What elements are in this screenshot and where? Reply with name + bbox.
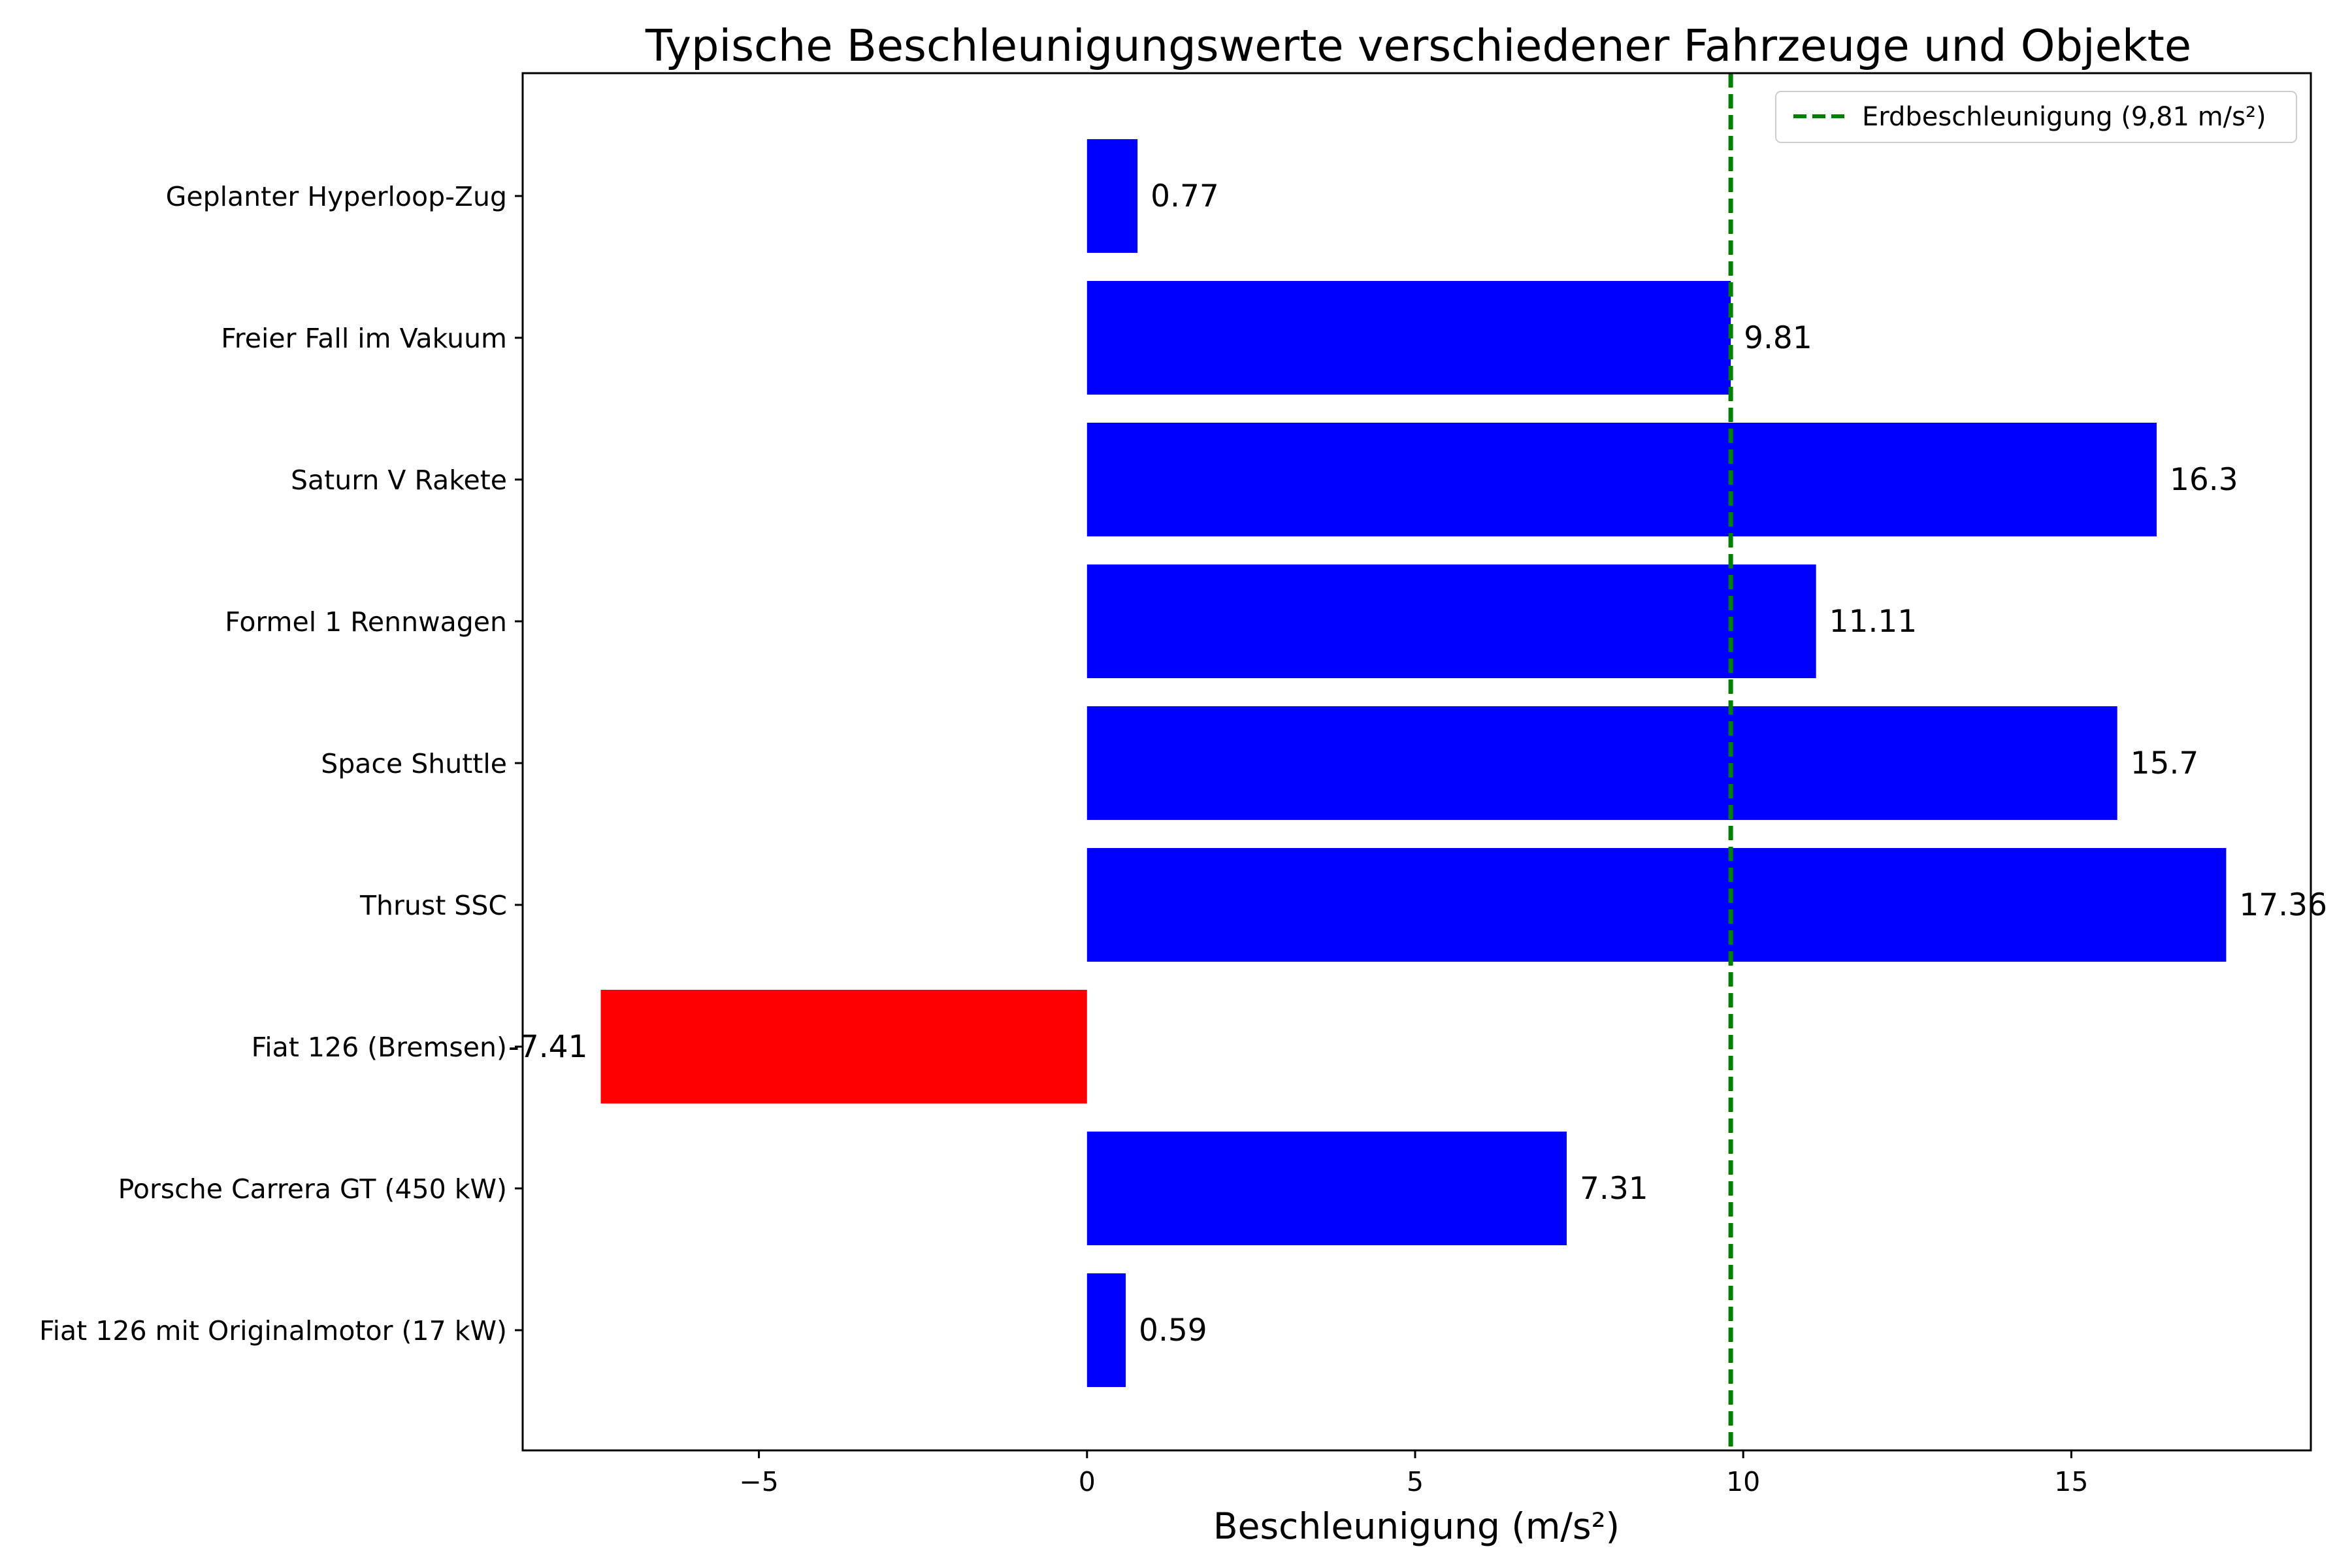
bar-value-label: 15.7 [2131, 745, 2199, 781]
x-axis-label: Beschleunigung (m/s²) [1213, 1505, 1620, 1547]
y-tick-label: Space Shuttle [321, 748, 507, 779]
bar-value-label: 11.11 [1829, 604, 1918, 640]
y-tick-label: Porsche Carrera GT (450 kW) [118, 1173, 507, 1205]
bar-value-label: 16.3 [2170, 462, 2238, 498]
chart-title: Typische Beschleunigungswerte verschiede… [645, 20, 2191, 71]
y-tick-label: Fiat 126 mit Originalmotor (17 kW) [39, 1315, 507, 1347]
legend-box [1775, 91, 2297, 143]
bar-value-label: 9.81 [1744, 320, 1812, 356]
legend: Erdbeschleunigung (9,81 m/s²) [1775, 91, 2297, 143]
bar [1086, 281, 1731, 395]
y-tick-label: Formel 1 Rennwagen [225, 606, 507, 638]
bar [1086, 1132, 1567, 1245]
bar [1086, 706, 2117, 820]
y-tick-label: Fiat 126 (Bremsen) [252, 1032, 507, 1063]
bar [1086, 564, 1816, 678]
y-tick-label: Geplanter Hyperloop-Zug [166, 181, 507, 212]
x-tick-label: −5 [739, 1466, 778, 1497]
bar-value-label: 0.77 [1151, 178, 1219, 214]
bar [1086, 423, 2157, 536]
x-tick-label: 10 [1726, 1466, 1760, 1497]
y-tick-label: Saturn V Rakete [291, 465, 507, 496]
bar [1086, 1273, 1126, 1387]
x-tick-label: 5 [1407, 1466, 1424, 1497]
bar [600, 990, 1087, 1103]
bar-value-label: 7.31 [1580, 1171, 1648, 1207]
plot-frame [521, 72, 2312, 1452]
plot-area: 0.597.31-7.4117.3615.711.1116.39.810.77F… [39, 73, 2327, 1497]
y-tick-label: Thrust SSC [359, 890, 507, 921]
bar-value-label: 17.36 [2239, 887, 2327, 923]
legend-label: Erdbeschleunigung (9,81 m/s²) [1862, 102, 2266, 132]
x-tick-label: 15 [2054, 1466, 2088, 1497]
bar [1086, 848, 2227, 962]
x-tick-label: 0 [1079, 1466, 1096, 1497]
bar [1086, 139, 1138, 253]
y-tick-label: Freier Fall im Vakuum [221, 323, 507, 354]
bar-value-label: 0.59 [1139, 1313, 1207, 1348]
